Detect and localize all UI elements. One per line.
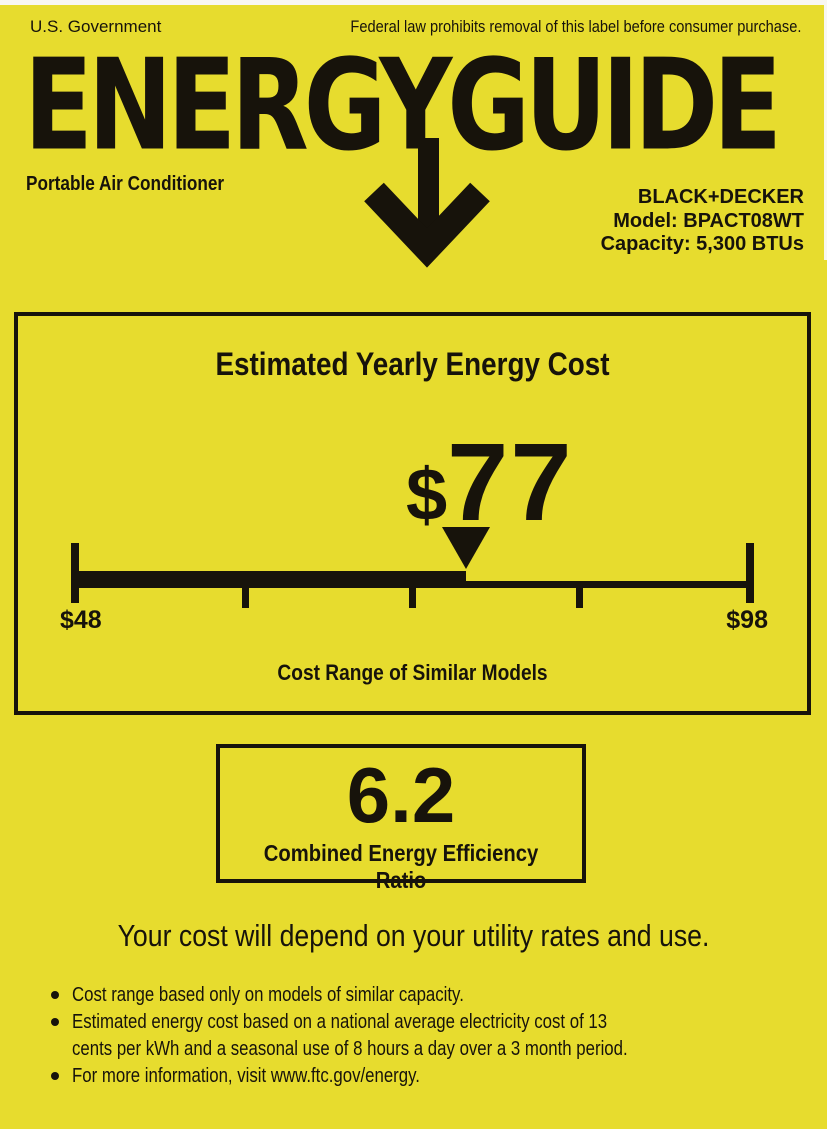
federal-law-notice: Federal law prohibits removal of this la… <box>349 17 801 36</box>
us-government-text: U.S. Government <box>30 17 162 36</box>
currency-symbol: $ <box>406 453 448 536</box>
bullet-text: Estimated energy cost based on a nationa… <box>72 1009 628 1063</box>
ceer-box: 6.2 Combined Energy Efficiency Ratio <box>216 744 586 893</box>
scale-tick <box>576 588 583 608</box>
brand-block: BLACK+DECKER Model: BPACT08WT Capacity: … <box>601 186 804 257</box>
bullet-text-line: Estimated energy cost based on a nationa… <box>72 1011 608 1033</box>
white-edge <box>0 0 827 5</box>
white-edge <box>824 0 827 260</box>
bullet-dot <box>51 1072 59 1080</box>
bullet-dot <box>51 1018 59 1026</box>
cost-box-title: Estimated Yearly Energy Cost <box>215 346 610 382</box>
bullet-text: For more information, visit www.ftc.gov/… <box>72 1065 420 1087</box>
scale-end-bar-right <box>746 543 754 603</box>
ceer-label: Combined Energy Efficiency Ratio <box>263 840 539 893</box>
product-type-label: Portable Air Conditioner <box>26 173 225 195</box>
yearly-cost-value: $77 <box>406 428 574 538</box>
scale-tick <box>409 588 416 608</box>
down-arrow-icon <box>364 138 490 268</box>
bullet-item: Cost range based only on models of simil… <box>50 982 770 1009</box>
cost-marker-triangle-icon <box>442 527 490 569</box>
scale-min-label: $48 <box>60 606 102 634</box>
cost-range-scale <box>71 527 754 609</box>
scale-tick <box>242 588 249 608</box>
capacity-value: Capacity: 5,300 BTUs <box>600 233 804 255</box>
bullet-text-line: cents per kWh and a seasonal use of 8 ho… <box>72 1038 628 1060</box>
scale-max-label: $98 <box>726 606 768 634</box>
footnote-bullet-list: Cost range based only on models of simil… <box>50 982 770 1090</box>
brand-name: BLACK+DECKER <box>637 186 804 208</box>
utility-rates-headline: Your cost will depend on your utility ra… <box>117 918 710 953</box>
cost-amount: 77 <box>447 421 574 544</box>
bullet-text: Cost range based only on models of simil… <box>72 984 464 1006</box>
scale-caption: Cost Range of Similar Models <box>277 660 548 685</box>
ceer-value: 6.2 <box>346 751 456 839</box>
energyguide-logo: ENERGYGUIDE <box>24 31 782 179</box>
bullet-dot <box>51 991 59 999</box>
model-number: Model: BPACT08WT <box>613 209 804 232</box>
bullet-item: For more information, visit www.ftc.gov/… <box>50 1063 770 1090</box>
bullet-item: Estimated energy cost based on a nationa… <box>50 1009 770 1063</box>
scale-range-fill <box>75 571 466 588</box>
estimated-cost-box: Estimated Yearly Energy Cost $77 $48 $98… <box>14 312 811 715</box>
